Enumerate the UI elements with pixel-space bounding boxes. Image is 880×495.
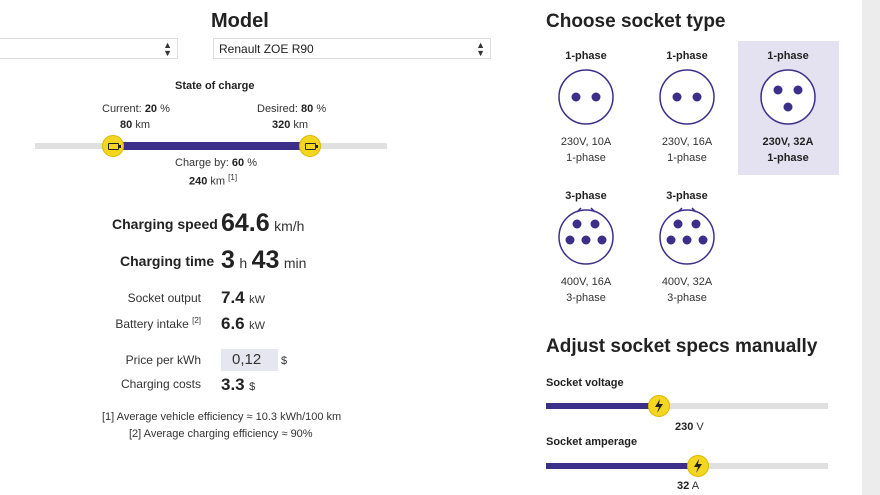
socket-voltage-label: Socket voltage — [546, 377, 624, 389]
desired-charge-handle[interactable] — [299, 135, 321, 157]
make-select[interactable]: ▲ ▼ — [0, 38, 178, 59]
lightning-icon — [694, 459, 703, 473]
lightning-icon — [654, 399, 663, 413]
current-charge-label: Current: 20 % — [102, 103, 170, 115]
amperage-value: 32 A — [677, 480, 700, 492]
socket-option-230v-10a[interactable]: 1-phase 230V, 10A 1-phase — [551, 44, 621, 169]
soc-slider-range — [113, 142, 310, 150]
socket-option-230v-16a[interactable]: 1-phase 230V, 16A 1-phase — [652, 44, 722, 169]
socket-option-400v-32a[interactable]: 3-phase 400V, 32A 3-phase — [652, 184, 722, 309]
socket-phase-label: 3-phase — [565, 190, 607, 202]
current-range: 80 km — [120, 119, 150, 131]
battery-icon — [108, 143, 121, 150]
voltage-value: 230 V — [675, 421, 704, 433]
charging-speed-value: 64.6 km/h — [221, 209, 305, 237]
socket-5pin-icon — [558, 207, 614, 265]
socket-phase-label: 1-phase — [767, 50, 809, 62]
desired-range: 320 km — [272, 119, 309, 131]
socket-type-title: Choose socket type — [546, 11, 726, 32]
socket-option-400v-16a[interactable]: 3-phase 400V, 16A 3-phase — [551, 184, 621, 309]
voltage-slider-fill — [546, 403, 659, 409]
socket-phase-label: 3-phase — [666, 190, 708, 202]
socket-5pin-icon — [659, 207, 715, 265]
socket-spec-label: 230V, 16A 1-phase — [661, 136, 713, 164]
voltage-slider-handle[interactable] — [647, 395, 670, 417]
price-per-kwh-label: Price per kWh — [125, 353, 201, 367]
manual-specs-title: Adjust socket specs manually — [546, 336, 818, 357]
socket-3pin-icon — [760, 69, 816, 125]
select-arrows-icon: ▲ ▼ — [476, 40, 485, 58]
charging-costs-label: Charging costs — [120, 377, 201, 391]
socket-spec-label: 400V, 16A 3-phase — [560, 276, 612, 304]
model-title: Model — [211, 10, 269, 32]
socket-output-label: Socket output — [127, 291, 201, 305]
model-select-value: Renault ZOE R90 — [219, 42, 314, 56]
select-arrows-icon: ▲ ▼ — [163, 40, 172, 58]
amperage-slider-fill — [546, 463, 699, 469]
charging-time-value: 3 h 43 min — [221, 246, 307, 274]
charging-costs-value: 3.3 $ — [221, 375, 256, 394]
socket-phase-label: 1-phase — [565, 50, 607, 62]
charging-speed-label: Charging speed — [112, 216, 218, 232]
amperage-slider-handle[interactable] — [687, 455, 710, 477]
socket-phase-label: 1-phase — [666, 50, 708, 62]
battery-intake-value: 6.6 kW — [221, 314, 265, 333]
charging-time-label: Charging time — [120, 253, 215, 269]
model-select[interactable]: Renault ZOE R90 ▲ ▼ — [213, 38, 491, 59]
price-per-kwh-input[interactable]: 0,12 — [221, 349, 278, 371]
current-charge-handle[interactable] — [102, 135, 124, 157]
socket-spec-label: 230V, 10A 1-phase — [560, 136, 612, 164]
battery-icon — [305, 143, 318, 150]
socket-option-230v-32a[interactable]: 1-phase 230V, 32A 1-phase — [753, 44, 823, 169]
voltage-slider-track[interactable] — [546, 403, 828, 409]
socket-2pin-icon — [558, 69, 614, 125]
charge-by-range: 240 km [1] — [189, 173, 238, 188]
socket-spec-label: 400V, 32A 3-phase — [661, 276, 713, 304]
footnote-efficiency: [1] Average vehicle efficiency ≈ 10.3 kW… — [102, 411, 342, 423]
socket-spec-label: 230V, 32A 1-phase — [762, 136, 814, 164]
price-unit: $ — [281, 355, 288, 367]
desired-charge-label: Desired: 80 % — [257, 103, 327, 115]
battery-intake-label: Battery intake [2] — [115, 316, 201, 331]
charge-by-label: Charge by: 60 % — [175, 157, 257, 169]
footnote-charging-efficiency: [2] Average charging efficiency ≈ 90% — [129, 428, 313, 440]
socket-output-value: 7.4 kW — [221, 288, 265, 307]
soc-title: State of charge — [175, 80, 255, 92]
socket-amperage-label: Socket amperage — [546, 436, 638, 448]
socket-2pin-icon — [659, 69, 715, 125]
page-scrollbar[interactable] — [862, 0, 880, 495]
